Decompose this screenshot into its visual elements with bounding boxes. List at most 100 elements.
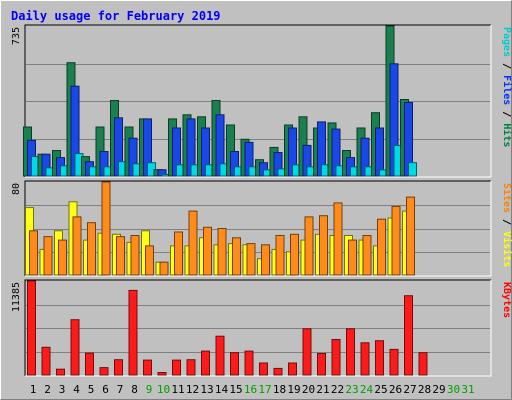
legend-entry-hits-3: / [501, 105, 512, 123]
legend-entry-visits-2: Visits [501, 231, 512, 267]
bar-visits-sites-day-15 [232, 237, 241, 276]
plot-border-dark-kbytes [24, 279, 491, 376]
bar-kbytes-kbytes-day-17 [259, 362, 268, 376]
x-axis-tick-labels: 1 2 3 4 5 6 7 8 9 10 11 12 13 14 15 16 17 18 19 20 21 22 23 24 2… [30, 383, 475, 396]
plot-border-dark-hits [24, 24, 491, 177]
bar-visits-sites-day-11 [174, 231, 183, 276]
bar-kbytes-kbytes-day-27 [404, 295, 413, 376]
bar-kbytes-kbytes-day-8 [128, 289, 138, 376]
legend-entry-visits-1: / [501, 213, 512, 231]
bar-visits-sites-day-22 [333, 202, 343, 276]
panel-kbytes: 11385 KBytes [11, 279, 512, 377]
x-tick-label-day-8: 8 [131, 383, 138, 396]
bar-kbytes-kbytes-day-7 [114, 359, 123, 376]
x-tick-label-day-31: 31 [461, 383, 474, 396]
panel-hits: 735 Pages / Files / Hits [11, 24, 512, 178]
y-max-label-visits: 80 [11, 183, 22, 195]
bar-kbytes-kbytes-day-25 [375, 340, 384, 376]
x-tick-label-day-14: 14 [215, 383, 229, 396]
x-tick-label-day-3: 3 [59, 383, 66, 396]
bar-kbytes-kbytes-day-13 [201, 350, 210, 376]
chart-title: Daily usage for February 2019 [11, 9, 221, 23]
bar-visits-sites-day-9 [145, 245, 154, 276]
x-tick-label-day-29: 29 [432, 383, 445, 396]
bar-kbytes-kbytes-day-15 [230, 352, 239, 376]
bar-visits-sites-day-23 [348, 239, 357, 276]
x-tick-label-day-18: 18 [273, 383, 286, 396]
x-tick-label-day-21: 21 [316, 383, 329, 396]
x-tick-label-day-23: 23 [345, 383, 358, 396]
x-tick-label-day-15: 15 [229, 383, 242, 396]
bar-kbytes-kbytes-day-19 [288, 362, 297, 376]
x-tick-label-day-17: 17 [258, 383, 271, 396]
x-tick-label-day-5: 5 [88, 383, 95, 396]
x-tick-label-day-6: 6 [102, 383, 109, 396]
chart-panels: 735 Pages / Files / Hits 80 Sites / Visits 1… [11, 24, 512, 377]
x-tick-label-day-1: 1 [30, 383, 37, 396]
x-tick-label-day-12: 12 [186, 383, 199, 396]
bar-visits-sites-day-4 [72, 216, 82, 276]
legend-entry-kbytes-0: KBytes [501, 282, 512, 318]
bar-visits-sites-day-2 [43, 236, 53, 276]
bar-visits-sites-day-1 [29, 230, 38, 276]
legend-kbytes: KBytes [501, 282, 512, 318]
legend-entry-hits-4: Hits [501, 123, 512, 147]
bar-visits-sites-day-3 [58, 239, 67, 276]
x-tick-label-day-2: 2 [44, 383, 51, 396]
x-tick-label-day-19: 19 [287, 383, 300, 396]
plot-border-light-visits [25, 181, 492, 277]
x-tick-label-day-4: 4 [73, 383, 80, 396]
x-tick-label-day-16: 16 [244, 383, 257, 396]
bar-kbytes-kbytes-day-28 [418, 352, 428, 376]
bar-kbytes-kbytes-day-14 [215, 335, 225, 376]
bar-kbytes-kbytes-day-10 [157, 372, 167, 376]
bar-visits-sites-day-14 [217, 228, 227, 276]
bar-kbytes-kbytes-day-16 [244, 350, 254, 376]
plot-border-light-hits [25, 25, 492, 178]
bar-visits-sites-day-19 [290, 233, 299, 276]
x-tick-label-day-11: 11 [171, 383, 184, 396]
bar-visits-sites-day-12 [188, 210, 198, 276]
bar-kbytes-kbytes-day-2 [41, 346, 51, 376]
bar-visits-sites-day-13 [203, 226, 212, 276]
bar-visits-sites-day-24 [362, 235, 372, 276]
plot-border-light-kbytes [25, 280, 492, 377]
bar-visits-sites-day-27 [406, 196, 415, 276]
x-tick-label-day-25: 25 [374, 383, 387, 396]
bar-visits-sites-day-21 [319, 215, 328, 276]
x-tick-label-day-27: 27 [403, 383, 416, 396]
bar-kbytes-kbytes-day-21 [317, 353, 326, 376]
bar-kbytes-kbytes-day-6 [99, 367, 109, 376]
legend-entry-hits-1: / [501, 57, 512, 75]
x-tick-label-day-20: 20 [302, 383, 315, 396]
x-tick-label-day-13: 13 [200, 383, 213, 396]
bar-visits-sites-day-18 [275, 235, 285, 276]
bar-visits-sites-day-26 [391, 205, 401, 276]
legend-entry-hits-0: Pages [501, 27, 512, 57]
panel-visits: 80 Sites / Visits [11, 180, 512, 277]
bar-kbytes-kbytes-day-22 [331, 339, 341, 376]
bar-kbytes-kbytes-day-3 [56, 368, 65, 376]
bar-kbytes-kbytes-day-9 [143, 359, 152, 376]
bar-kbytes-kbytes-day-20 [302, 328, 312, 376]
x-tick-label-day-22: 22 [331, 383, 344, 396]
bar-visits-sites-day-16 [246, 243, 256, 276]
y-max-label-hits: 735 [11, 27, 22, 45]
x-tick-label-day-24: 24 [360, 383, 374, 396]
bar-visits-sites-day-6 [101, 181, 111, 276]
bar-kbytes-kbytes-day-24 [360, 342, 370, 376]
bar-kbytes-kbytes-day-11 [172, 359, 181, 376]
bar-kbytes-kbytes-day-26 [389, 348, 399, 376]
bar-visits-sites-day-17 [261, 244, 270, 276]
legend-hits: Pages / Files / Hits [501, 27, 512, 147]
legend-visits: Sites / Visits [501, 183, 512, 267]
bar-kbytes-kbytes-day-23 [346, 328, 355, 376]
y-max-label-kbytes: 11385 [11, 282, 22, 312]
x-tick-label-day-9: 9 [146, 383, 153, 396]
bar-hits-pages-day-27 [408, 162, 417, 177]
bar-visits-sites-day-7 [116, 236, 125, 276]
bar-visits-sites-day-5 [87, 222, 96, 276]
x-tick-label-day-7: 7 [117, 383, 124, 396]
bar-kbytes-kbytes-day-4 [70, 319, 80, 376]
